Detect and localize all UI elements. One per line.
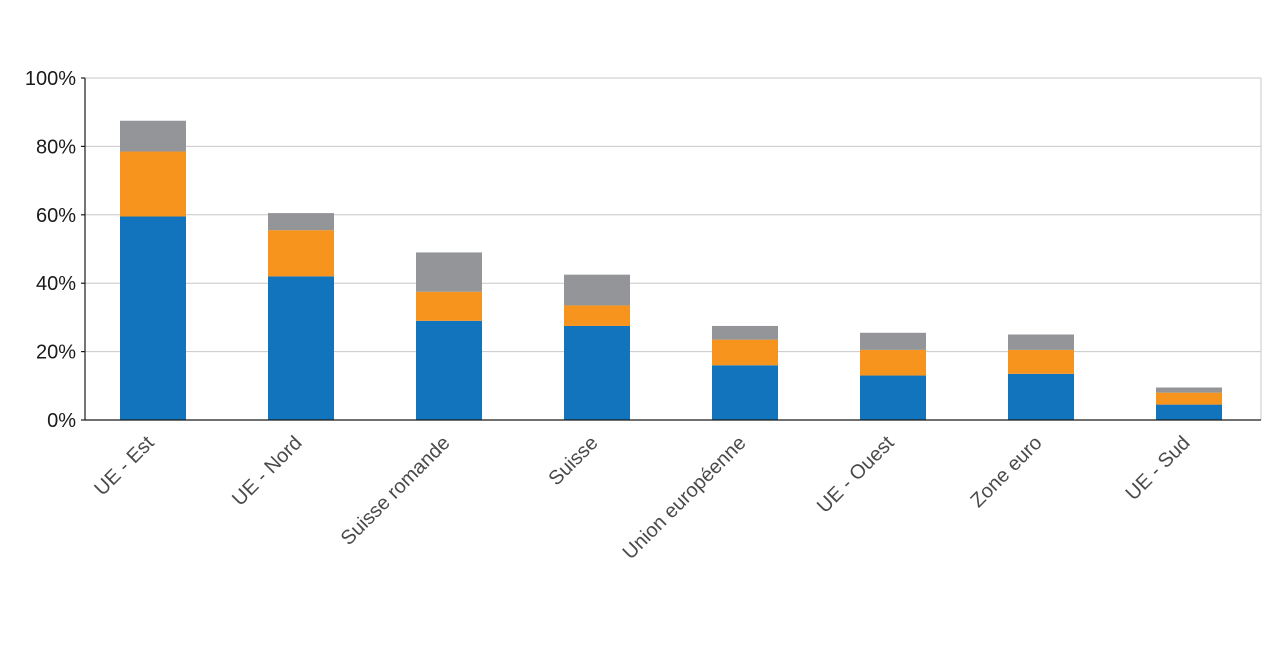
y-tick-label: 0% (47, 410, 76, 432)
bar-segment-3 (1008, 334, 1074, 350)
bar-segment-1 (1156, 404, 1222, 420)
x-tick-label: UE - Est (90, 432, 159, 501)
y-tick-label: 40% (36, 273, 76, 295)
x-tick-label: Suisse romande (337, 432, 455, 550)
bar-segment-1 (860, 375, 926, 420)
bar-segment-2 (120, 151, 186, 217)
bar-segment-2 (268, 230, 334, 277)
bar-segment-1 (712, 365, 778, 420)
bar-segment-3 (860, 332, 926, 350)
gridlines (85, 77, 1261, 353)
x-tick-label: UE - Nord (228, 432, 306, 510)
x-tick-label: Suisse (545, 432, 603, 490)
bar-segment-1 (268, 276, 334, 420)
y-tick-labels: 0% 20% 40% 60% 80% 100% (25, 68, 76, 432)
bar-segment-2 (564, 305, 630, 326)
bar-segment-3 (120, 120, 186, 152)
bar-segment-3 (416, 252, 482, 292)
bar-segment-2 (860, 349, 926, 376)
bar-segment-2 (416, 291, 482, 321)
x-tick-labels: UE - Est UE - Nord Suisse romande Suisse Uni… (90, 432, 1194, 564)
bar-segment-1 (120, 216, 186, 420)
bars (120, 120, 1222, 420)
y-tick-label: 80% (36, 136, 76, 158)
x-tick-label: UE - Sud (1122, 432, 1195, 505)
axes (81, 77, 1262, 421)
x-tick-label: UE - Ouest (813, 432, 899, 518)
y-tick-label: 20% (36, 342, 76, 364)
bar-segment-2 (712, 339, 778, 366)
bar-segment-1 (564, 325, 630, 420)
bar-segment-3 (564, 274, 630, 306)
x-tick-label: Union européenne (619, 432, 751, 564)
x-tick-label: Zone euro (967, 432, 1047, 512)
bar-segment-2 (1156, 392, 1222, 405)
bar-segment-3 (268, 213, 334, 231)
bar-segment-2 (1008, 349, 1074, 374)
bar-segment-1 (1008, 373, 1074, 420)
bar-segment-3 (712, 325, 778, 340)
bar-segment-3 (1156, 387, 1222, 393)
bar-segment-1 (416, 320, 482, 420)
y-tick-label: 60% (36, 205, 76, 227)
y-tick-label: 100% (25, 68, 76, 90)
